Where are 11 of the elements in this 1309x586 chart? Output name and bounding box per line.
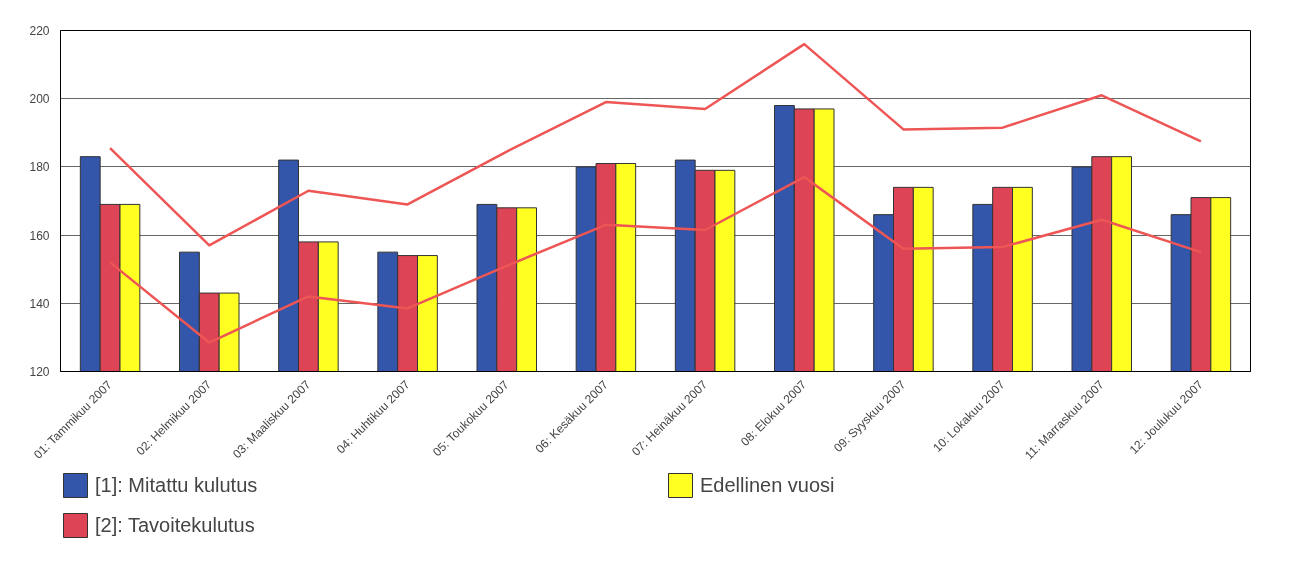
- y-tick-label: 120: [29, 365, 50, 379]
- legend-label: [1]: Mitattu kulutus: [95, 473, 259, 497]
- y-tick-label: 220: [29, 24, 50, 38]
- legend-label: [2]: Tavoitekulutus: [95, 513, 256, 537]
- y-tick-label: 160: [29, 228, 50, 243]
- y-tick-label: 140: [29, 296, 50, 311]
- line-series: [108, 42, 1203, 247]
- line-series: [108, 175, 1203, 344]
- y-tick-label: 200: [29, 92, 50, 107]
- legend-label: Edellinen vuosi: [700, 473, 836, 497]
- y-tick-label: 180: [29, 160, 50, 175]
